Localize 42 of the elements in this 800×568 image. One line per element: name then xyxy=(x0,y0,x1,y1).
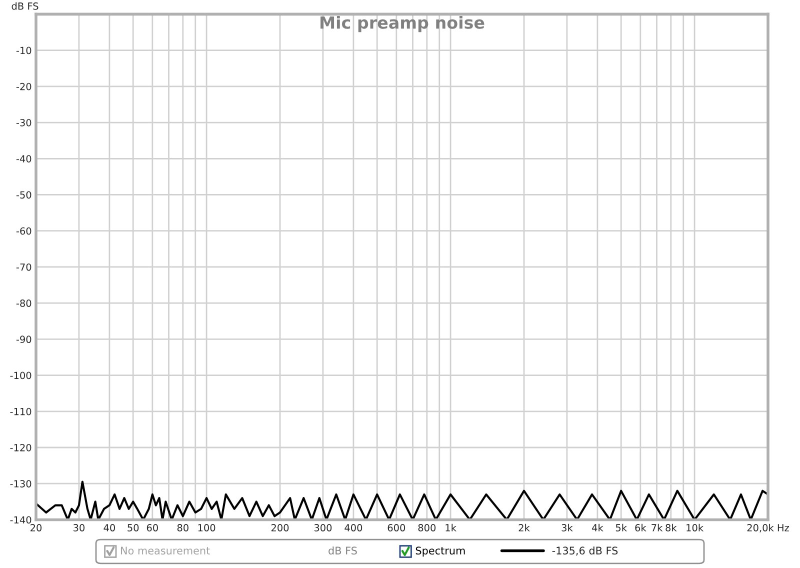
x-tick-label: 40 xyxy=(104,524,115,532)
x-tick-label: 1k xyxy=(446,524,456,532)
x-tick-label: 2k xyxy=(518,524,530,532)
x-tick-label: 800 xyxy=(418,524,436,532)
x-tick-label: 8k xyxy=(666,524,677,532)
y-tick-label: -120 xyxy=(10,444,32,452)
legend-label: -135,6 dB FS xyxy=(552,546,618,556)
y-axis-title: dB FS xyxy=(12,2,38,10)
x-tick-label: 20 xyxy=(30,524,42,532)
x-tick-label: 50 xyxy=(128,524,139,532)
y-tick-label: -80 xyxy=(16,300,32,307)
x-tick-label: 3k xyxy=(562,524,573,532)
x-tick-label: 6k xyxy=(635,524,646,532)
text: No measurement xyxy=(121,546,210,555)
y-tick-label: -60 xyxy=(16,227,32,235)
y-tick-label: -50 xyxy=(16,191,32,199)
x-tick-label: 60 xyxy=(146,524,158,532)
x-tick-label: 30 xyxy=(74,524,85,532)
y-tick-label: -90 xyxy=(16,336,32,344)
x-tick-label: 200 xyxy=(271,524,289,532)
x-tick-label: 20,0k Hz xyxy=(747,524,789,532)
y-tick-label: -30 xyxy=(16,119,32,126)
text: Spectrum xyxy=(416,546,465,557)
y-tick-label: -20 xyxy=(16,82,32,90)
text: dB FS xyxy=(328,546,357,555)
y-tick-label: -110 xyxy=(10,408,32,416)
x-tick-label: 600 xyxy=(388,524,406,532)
y-tick-label: -100 xyxy=(10,372,32,380)
x-tick-label: 7k xyxy=(652,524,663,532)
y-tick-label: -140 xyxy=(10,516,32,524)
x-tick-label: 5k xyxy=(616,524,627,532)
y-tick-label: -130 xyxy=(10,480,32,488)
x-tick-label: 4k xyxy=(592,524,604,532)
x-tick-label: 400 xyxy=(344,524,362,532)
chart-title: Mic preamp noise xyxy=(320,16,484,32)
x-tick-label: 100 xyxy=(198,524,216,532)
x-tick-label: 10k xyxy=(686,524,704,532)
x-tick-label: 300 xyxy=(314,524,332,532)
x-tick-label: 80 xyxy=(177,524,188,532)
y-tick-label: -10 xyxy=(16,46,32,54)
y-tick-label: -40 xyxy=(16,155,32,162)
y-tick-label: -70 xyxy=(16,263,32,271)
